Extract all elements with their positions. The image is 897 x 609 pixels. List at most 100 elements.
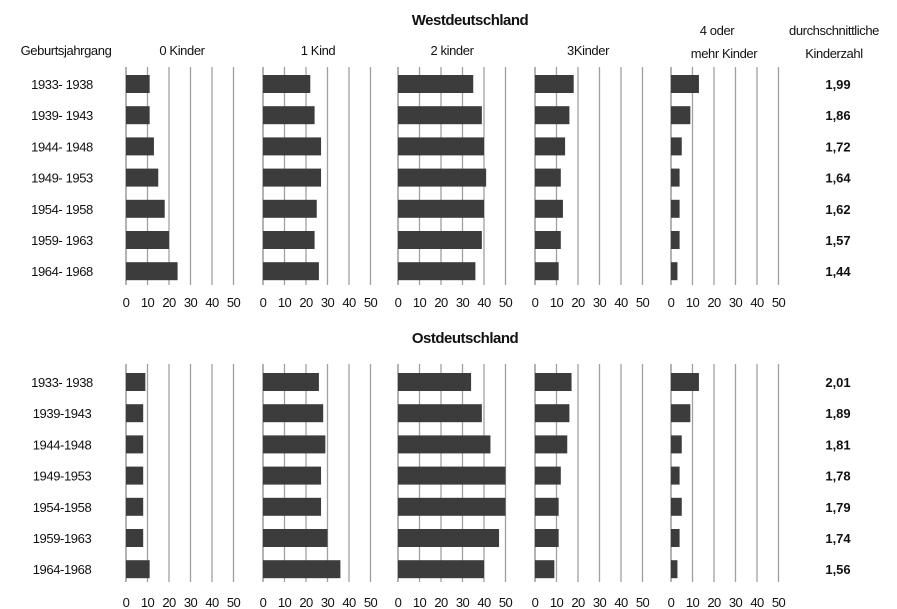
panel-header-2: 2 kinder — [430, 43, 474, 58]
x-tick-label: 30 — [729, 295, 743, 310]
category-label: 1964-1968 — [33, 562, 92, 577]
x-tick-label: 0 — [395, 595, 402, 609]
bar — [126, 262, 178, 281]
category-label: 1954- 1958 — [31, 202, 93, 217]
bar — [126, 435, 144, 454]
x-tick-label: 50 — [636, 295, 650, 310]
average-value: 1,79 — [825, 500, 850, 515]
bar — [671, 497, 682, 516]
bar — [398, 106, 482, 125]
bar — [535, 435, 568, 454]
x-tick-label: 20 — [571, 295, 585, 310]
x-tick-label: 20 — [299, 595, 313, 609]
category-label: 1959-1963 — [33, 531, 92, 546]
x-tick-label: 0 — [123, 595, 130, 609]
x-tick-label: 10 — [550, 295, 564, 310]
x-tick-label: 40 — [750, 595, 764, 609]
bar — [126, 106, 150, 125]
bar — [126, 168, 159, 187]
x-tick-label: 30 — [321, 295, 335, 310]
panel-header-4-line2: mehr Kinder — [691, 46, 758, 61]
x-tick-label: 30 — [593, 295, 607, 310]
x-tick-label: 0 — [668, 595, 675, 609]
x-tick-label: 30 — [729, 595, 743, 609]
bar — [263, 137, 322, 156]
bar — [671, 373, 699, 391]
bar — [263, 231, 315, 249]
bar — [263, 75, 311, 93]
x-tick-label: 20 — [162, 595, 176, 609]
bar — [535, 466, 561, 485]
bar — [671, 106, 691, 125]
bar — [671, 75, 699, 93]
bar — [398, 137, 484, 156]
bar — [671, 529, 680, 547]
panel-header-1: 1 Kind — [301, 43, 336, 58]
x-tick-label: 40 — [477, 295, 491, 310]
bar — [263, 106, 315, 125]
x-tick-label: 0 — [668, 295, 675, 310]
average-value: 1,81 — [825, 437, 850, 452]
bar — [535, 404, 570, 423]
bar — [398, 529, 500, 547]
bar — [535, 497, 559, 516]
average-value: 1,78 — [825, 469, 850, 484]
bar — [398, 262, 476, 281]
bar — [535, 373, 572, 391]
bar — [398, 404, 482, 423]
average-value: 1,56 — [825, 562, 850, 577]
bar — [263, 560, 341, 579]
bar — [671, 168, 680, 187]
average-value: 1,64 — [825, 171, 851, 186]
category-label: 1964- 1968 — [31, 264, 93, 279]
bar — [126, 199, 165, 218]
bar — [126, 373, 146, 391]
bar — [263, 262, 319, 281]
category-label: 1959- 1963 — [31, 233, 93, 248]
x-tick-label: 0 — [532, 295, 539, 310]
x-tick-label: 50 — [499, 295, 513, 310]
bar — [263, 466, 322, 485]
x-tick-label: 0 — [260, 595, 267, 609]
x-tick-label: 10 — [413, 295, 427, 310]
average-value: 1,89 — [825, 406, 850, 421]
x-tick-label: 10 — [278, 595, 292, 609]
average-value: 2,01 — [825, 375, 850, 390]
bar — [126, 560, 150, 579]
row-header-label: Geburtsjahrgang — [21, 43, 112, 58]
bar — [535, 529, 559, 547]
bar — [263, 404, 324, 423]
category-label: 1944-1948 — [33, 437, 92, 452]
category-label: 1954-1958 — [33, 500, 92, 515]
bar — [263, 199, 317, 218]
x-tick-label: 30 — [593, 595, 607, 609]
category-label: 1944- 1948 — [31, 139, 93, 154]
x-tick-label: 0 — [123, 295, 130, 310]
x-tick-label: 50 — [636, 595, 650, 609]
x-tick-label: 0 — [260, 295, 267, 310]
average-header-line1: durchschnittliche — [789, 23, 879, 38]
x-tick-label: 40 — [614, 595, 628, 609]
x-tick-label: 40 — [205, 595, 219, 609]
bar — [126, 231, 169, 249]
x-tick-label: 10 — [686, 595, 700, 609]
bar — [398, 466, 506, 485]
x-tick-label: 50 — [772, 595, 786, 609]
category-label: 1933- 1938 — [31, 77, 93, 92]
x-tick-label: 50 — [227, 295, 241, 310]
bar — [263, 529, 328, 547]
x-tick-label: 30 — [456, 295, 470, 310]
panel-header-0: 0 Kinder — [159, 43, 205, 58]
bar — [671, 231, 680, 249]
x-tick-label: 20 — [299, 295, 313, 310]
x-tick-label: 10 — [141, 295, 155, 310]
bar — [398, 373, 472, 391]
bar — [398, 168, 487, 187]
x-tick-label: 0 — [395, 295, 402, 310]
panel-header-4-line1: 4 oder — [700, 23, 736, 38]
x-tick-label: 40 — [477, 595, 491, 609]
x-tick-label: 20 — [707, 595, 721, 609]
average-value: 1,99 — [825, 77, 850, 92]
bar — [126, 75, 150, 93]
